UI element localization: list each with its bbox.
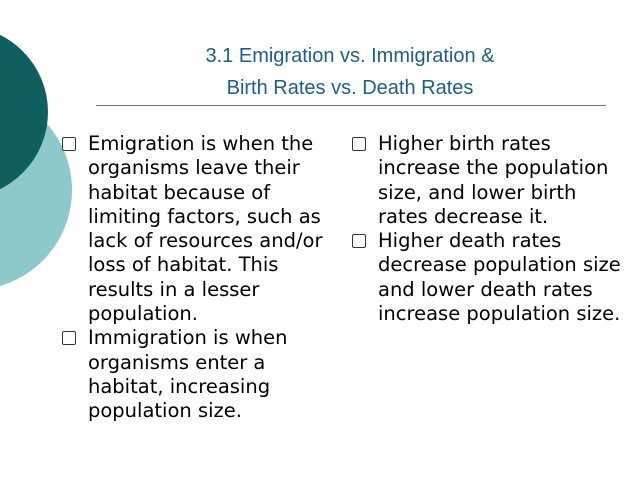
bullet-death-rates: Higher death rates decrease population s… — [352, 229, 632, 326]
bullet-text: Immigration is when organisms enter a ha… — [88, 326, 288, 423]
dark-teal-circle — [0, 34, 48, 190]
slide-title: 3.1 Emigration vs. Immigration & Birth R… — [0, 40, 638, 104]
bullet-square-icon — [352, 137, 366, 151]
bullet-text: Higher death rates decrease population s… — [378, 229, 621, 326]
bullet-square-icon — [62, 137, 76, 151]
bullet-square-icon — [62, 331, 76, 346]
bullet-birth-rates: Higher birth rates increase the populati… — [352, 132, 632, 229]
decorative-circles — [0, 34, 72, 286]
title-underline — [96, 105, 606, 106]
bullet-square-icon — [352, 234, 366, 249]
title-line-1: 3.1 Emigration vs. Immigration & — [205, 45, 495, 67]
bullet-immigration: Immigration is when organisms enter a ha… — [62, 326, 346, 423]
title-line-2: Birth Rates vs. Death Rates — [226, 77, 474, 99]
bullet-text: Higher birth rates increase the populati… — [378, 132, 609, 228]
bullet-text: Emigration is when the organisms leave t… — [88, 132, 323, 326]
right-column: Higher birth rates increase the populati… — [352, 132, 632, 326]
bullet-emigration: Emigration is when the organisms leave t… — [62, 132, 346, 326]
left-column: Emigration is when the organisms leave t… — [62, 132, 346, 424]
